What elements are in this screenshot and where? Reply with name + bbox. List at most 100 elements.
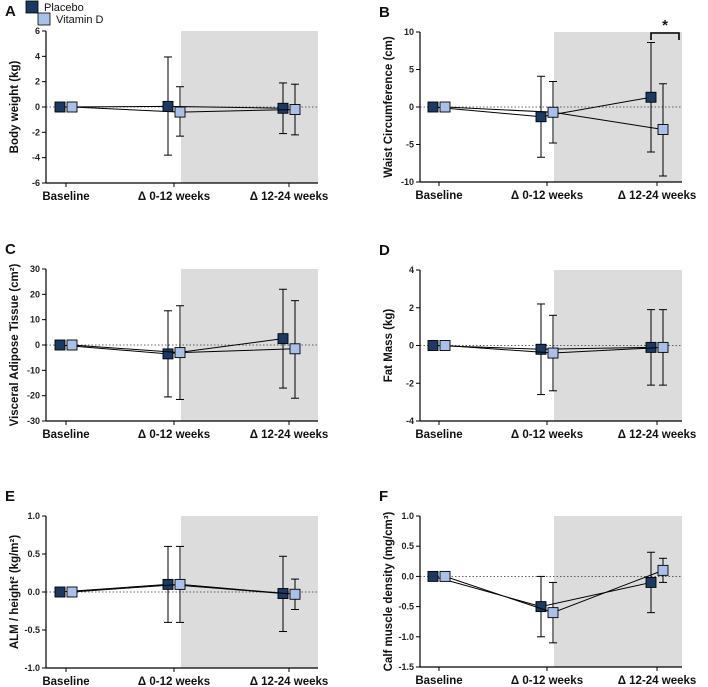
data-point-vitamin-d [547, 347, 559, 359]
y-tick-label: 6 [35, 26, 40, 36]
y-tick-label: -30 [27, 416, 40, 426]
y-tick-label: 0.5 [27, 549, 40, 559]
y-tick-label: 10 [404, 27, 414, 37]
y-tick-label: 0 [409, 102, 414, 112]
data-point-vitamin-d [66, 339, 78, 351]
y-tick-label: -10 [27, 365, 40, 375]
y-tick-label: 0 [35, 102, 40, 112]
data-point-placebo [427, 570, 439, 582]
data-point-placebo [54, 339, 66, 351]
y-tick-label: 0.0 [27, 587, 40, 597]
panel-letter: F [379, 488, 388, 505]
panel-letter: C [5, 241, 16, 258]
y-tick-label: 20 [30, 289, 40, 299]
shaded-region [554, 516, 682, 667]
x-tick-label: Δ 12-24 weeks [618, 675, 697, 687]
y-tick-label: -1.0 [24, 663, 40, 673]
y-tick-label: -20 [27, 391, 40, 401]
data-point-placebo [277, 333, 289, 345]
y-tick-label: -2 [32, 127, 40, 137]
data-point-vitamin-d [547, 607, 559, 619]
x-tick-label: Δ 0-12 weeks [138, 191, 210, 203]
significance-bracket [650, 32, 680, 40]
x-tick-label: Baseline [42, 191, 89, 203]
y-axis-label: Body weight (kg) [9, 61, 21, 154]
x-tick-label: Baseline [415, 675, 462, 687]
x-tick-label: Baseline [415, 190, 462, 202]
data-point-placebo [162, 348, 174, 360]
panel-letter: B [379, 4, 390, 21]
data-point-placebo [54, 586, 66, 598]
data-point-vitamin-d [439, 101, 451, 113]
panel-f: -1.5 -1.0 -0.5 0.0 0.5 1.0 Baseline Δ 0-12 week… [379, 488, 696, 687]
data-point-placebo [427, 101, 439, 113]
x-tick-label: Baseline [42, 429, 89, 441]
x-tick-label: Δ 0-12 weeks [511, 190, 583, 202]
data-point-placebo [54, 101, 66, 113]
legend-placebo-marker [25, 0, 39, 14]
y-tick-label: 1.0 [27, 511, 40, 521]
panel-a: -6 -4 -2 0 2 4 6 Baseline Δ 0-12 weeks Δ 12-24 we… [5, 3, 328, 203]
data-point-vitamin-d [289, 104, 301, 115]
panel-letter: D [379, 242, 390, 259]
y-tick-label: -0.5 [24, 625, 40, 635]
panel-c: -30 -20 -10 0 10 20 30 Baseline Δ 0-12 weeks Δ 12… [5, 241, 328, 441]
data-point-vitamin-d [174, 106, 186, 118]
y-axis-label: Waist Circumference (cm) [383, 36, 395, 178]
y-tick-label: 10 [30, 315, 40, 325]
panel-d: -4 -2 0 2 4 Baseline Δ 0-12 weeks Δ 12-24 weeks… [379, 242, 696, 441]
y-tick-label: 0 [409, 341, 414, 351]
x-tick-label: Δ 0-12 weeks [138, 676, 210, 687]
legend: Placebo Vitamin D [25, 0, 104, 26]
x-tick-label: Δ 0-12 weeks [511, 675, 583, 687]
y-tick-label: 30 [30, 264, 40, 274]
data-point-placebo [645, 576, 657, 588]
data-point-vitamin-d [657, 124, 669, 135]
y-tick-label: 0.0 [401, 571, 414, 581]
x-tick-label: Δ 12-24 weeks [250, 429, 329, 441]
y-tick-label: -6 [32, 178, 40, 188]
legend-vitamin-d-marker [37, 12, 51, 26]
y-tick-label: -1.0 [398, 632, 414, 642]
y-axis-label: Calf muscle density (mg/cm³) [383, 511, 395, 671]
x-tick-label: Δ 12-24 weeks [618, 190, 697, 202]
x-tick-label: Δ 0-12 weeks [511, 429, 583, 441]
y-tick-label: 4 [35, 51, 40, 61]
y-axis-label: ALM / height² (kg/m²) [9, 535, 21, 650]
x-tick-label: Baseline [42, 676, 89, 687]
data-point-vitamin-d [289, 343, 301, 355]
y-axis-label: Fat Mass (kg) [383, 309, 395, 383]
panel-b: -10 -5 0 5 10 Baseline Δ 0-12 weeks Δ 12-24 wee… [379, 4, 696, 202]
y-tick-label: -10 [401, 177, 414, 187]
data-point-placebo [427, 340, 439, 351]
data-point-vitamin-d [66, 101, 78, 113]
y-tick-label: -0.5 [398, 602, 414, 612]
data-point-vitamin-d [547, 106, 559, 118]
legend-placebo-label: Placebo [44, 2, 84, 14]
data-point-vitamin-d [439, 570, 451, 582]
y-tick-label: -2 [406, 378, 414, 388]
y-tick-label: -4 [32, 153, 40, 163]
data-point-placebo [277, 102, 289, 114]
legend-vitamin-d-label: Vitamin D [56, 14, 104, 26]
x-tick-label: Δ 12-24 weeks [250, 676, 329, 687]
y-tick-label: 2 [35, 77, 40, 87]
data-point-placebo [645, 91, 657, 103]
data-point-placebo [162, 100, 174, 112]
data-point-vitamin-d [439, 340, 451, 351]
y-tick-label: -4 [406, 416, 414, 426]
panel-letter: A [5, 3, 16, 20]
data-point-vitamin-d [174, 347, 186, 359]
panel-e: -1.0 -0.5 0.0 0.5 1.0 Baseline Δ 0-12 weeks Δ 1… [5, 488, 328, 687]
data-point-placebo [535, 111, 547, 123]
y-tick-label: -1.5 [398, 662, 414, 672]
panel-letter: E [5, 488, 15, 505]
data-point-placebo [535, 343, 547, 355]
y-tick-label: 1.0 [401, 511, 414, 521]
y-axis-label: Visceral Adipose Tissue (cm²) [9, 263, 21, 426]
significance-label: * [662, 17, 668, 34]
y-tick-label: 5 [409, 65, 414, 75]
y-tick-label: 0.5 [401, 541, 414, 551]
data-point-vitamin-d [174, 578, 186, 590]
y-tick-label: 4 [409, 265, 414, 275]
